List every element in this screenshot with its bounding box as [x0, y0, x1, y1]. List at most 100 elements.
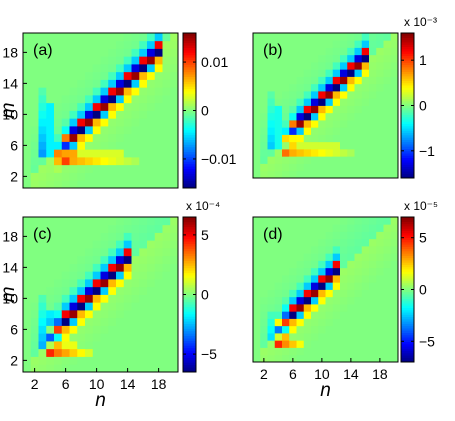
heatmap-cell — [54, 118, 63, 127]
heatmap-cell — [23, 141, 32, 150]
heatmap-cell — [332, 275, 341, 283]
heatmap-cell — [260, 260, 268, 269]
colorbar-swatch — [183, 54, 196, 58]
heatmap-cell — [61, 149, 70, 158]
heatmap-cell — [361, 224, 370, 232]
heatmap-cell — [100, 157, 109, 166]
colorbar-swatch — [183, 226, 196, 230]
heatmap-cell — [162, 95, 171, 104]
heatmap-cell — [116, 240, 125, 249]
heatmap-cell — [325, 246, 334, 254]
heatmap-cell — [38, 64, 47, 73]
heatmap-cell — [123, 64, 132, 73]
heatmap-cell — [289, 91, 297, 99]
heatmap-cell — [116, 294, 125, 303]
colorbar-tick-label: 0.01 — [201, 54, 228, 70]
heatmap-cell — [311, 76, 319, 85]
heatmap-cell — [92, 224, 101, 233]
heatmap-cell — [354, 120, 363, 128]
heatmap-cell — [361, 289, 370, 298]
heatmap-cell — [131, 279, 140, 288]
colorbar-swatch — [401, 343, 414, 347]
colorbar-tick-label: 0 — [201, 103, 209, 119]
heatmap-cell — [162, 33, 171, 42]
heatmap-cell — [46, 149, 55, 158]
heatmap-cell — [354, 340, 363, 348]
heatmap-cell — [260, 47, 268, 56]
heatmap-cell — [369, 127, 377, 135]
colorbar-swatch — [401, 296, 414, 299]
heatmap-cell — [274, 156, 283, 164]
heatmap-cell — [139, 172, 148, 181]
heatmap-cell — [303, 217, 312, 225]
colorbar-swatch — [183, 275, 196, 278]
heatmap-cell — [69, 157, 78, 166]
colorbar-swatch — [401, 87, 414, 91]
heatmap-cell — [69, 110, 78, 119]
heatmap-cell — [369, 105, 377, 114]
heatmap-cell — [77, 310, 86, 319]
y-tick-label: 18 — [2, 44, 18, 60]
heatmap-cell — [274, 340, 283, 348]
heatmap-cell — [347, 105, 355, 114]
colorbar-swatch — [183, 333, 196, 337]
heatmap-cell — [92, 172, 101, 181]
heatmap-cell — [318, 238, 326, 247]
colorbar-swatch — [183, 335, 196, 339]
heatmap-cell — [296, 98, 305, 106]
heatmap-cell — [154, 294, 163, 303]
heatmap-cell — [69, 133, 78, 142]
heatmap-cell — [46, 172, 55, 181]
heatmap-cell — [267, 149, 276, 157]
heatmap-cell — [123, 255, 132, 264]
heatmap-cell — [303, 47, 312, 56]
heatmap-cell — [340, 304, 348, 312]
heatmap-cell — [61, 87, 70, 96]
heatmap-cell — [369, 134, 377, 143]
heatmap-cell — [325, 127, 334, 135]
colorbar-swatch — [401, 350, 414, 354]
colorbar-swatch — [401, 76, 414, 79]
heatmap-cell — [383, 304, 392, 312]
colorbar-swatch — [183, 253, 196, 257]
heatmap-cell — [282, 275, 290, 283]
heatmap-cell — [108, 333, 117, 342]
heatmap-cell — [390, 311, 399, 319]
heatmap-cell — [38, 271, 47, 280]
heatmap-cell — [369, 54, 377, 63]
heatmap-cell — [325, 149, 334, 157]
heatmap-cell — [325, 47, 334, 56]
heatmap-cell — [69, 40, 78, 49]
colorbar-swatch — [183, 93, 196, 97]
heatmap-cell — [318, 69, 326, 77]
heatmap-cell — [38, 172, 47, 181]
heatmap-cell — [162, 294, 171, 303]
x-tick-label: 14 — [343, 366, 359, 382]
heatmap-cell — [332, 260, 341, 269]
heatmap-cell — [369, 296, 377, 305]
heatmap-cell — [267, 62, 276, 70]
heatmap-cell — [361, 149, 370, 157]
heatmap-cell — [282, 149, 290, 157]
heatmap-cell — [123, 286, 132, 295]
heatmap-cell — [340, 282, 348, 290]
heatmap-cell — [311, 83, 319, 92]
heatmap-cell — [92, 348, 101, 357]
colorbar-swatch — [401, 230, 414, 234]
heatmap-cell — [92, 310, 101, 319]
heatmap-cell — [38, 317, 47, 326]
heatmap-cell — [147, 333, 156, 342]
heatmap-cell — [131, 102, 140, 111]
heatmap-cell — [38, 180, 47, 189]
heatmap-cell — [85, 294, 94, 303]
heatmap-cell — [92, 71, 101, 80]
heatmap-cell — [139, 126, 148, 135]
heatmap-cell — [282, 224, 290, 232]
heatmap-cell — [253, 112, 261, 121]
colorbar-swatch — [401, 309, 414, 313]
heatmap-cell — [92, 180, 101, 189]
heatmap-cell — [116, 64, 125, 73]
heatmap-cell — [30, 110, 39, 119]
heatmap-cell — [162, 126, 171, 135]
colorbar-swatch — [183, 342, 196, 346]
